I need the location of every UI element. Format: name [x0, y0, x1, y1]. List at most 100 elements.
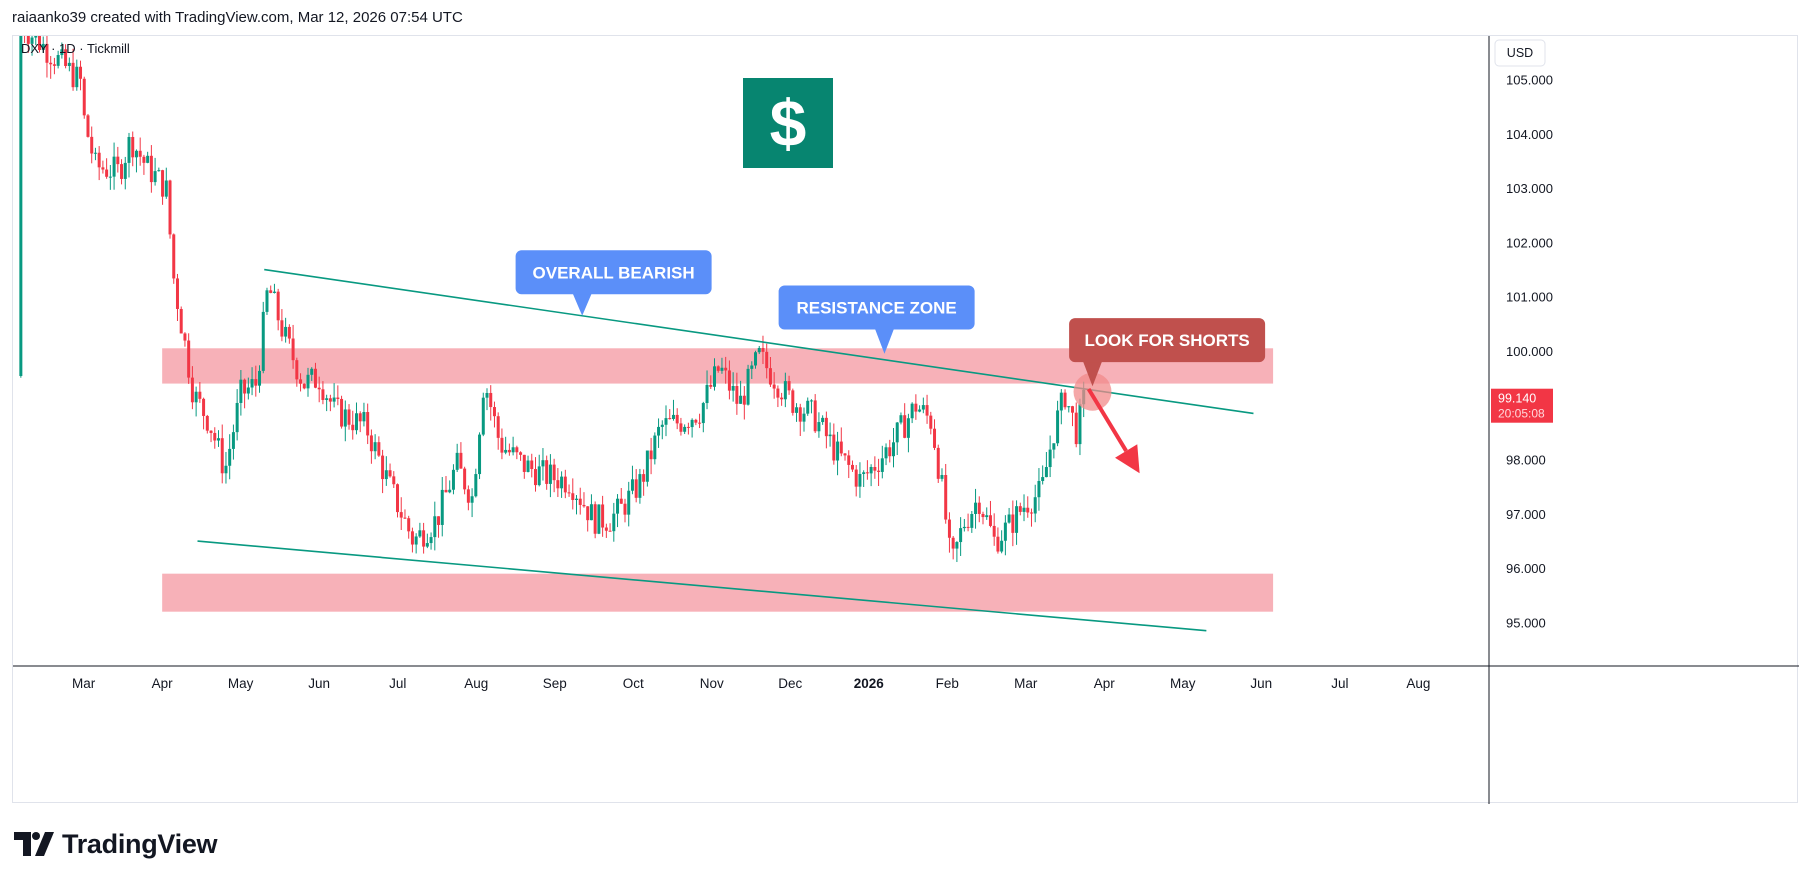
candle[interactable] — [988, 500, 992, 528]
candle[interactable] — [768, 357, 772, 387]
candle[interactable] — [179, 306, 183, 334]
candle[interactable] — [49, 56, 53, 79]
candle[interactable] — [1044, 452, 1048, 478]
candle[interactable] — [1011, 500, 1015, 547]
candle[interactable] — [37, 36, 41, 53]
candle[interactable] — [686, 422, 690, 435]
candle[interactable] — [798, 403, 802, 437]
candle[interactable] — [869, 464, 873, 487]
candle[interactable] — [507, 443, 511, 456]
candle[interactable] — [459, 442, 463, 469]
candle[interactable] — [724, 356, 728, 384]
candle[interactable] — [134, 149, 138, 173]
candle[interactable] — [377, 436, 381, 457]
candle[interactable] — [839, 427, 843, 457]
candle[interactable] — [101, 160, 105, 174]
candle[interactable] — [664, 405, 668, 437]
candle[interactable] — [891, 427, 895, 468]
candle[interactable] — [217, 430, 221, 447]
candle[interactable] — [824, 411, 828, 449]
tradingview-logo[interactable]: TradingView — [14, 829, 218, 859]
candle[interactable] — [645, 450, 649, 487]
candle[interactable] — [888, 439, 892, 463]
candle[interactable] — [884, 443, 888, 466]
candle[interactable] — [660, 420, 664, 440]
candle[interactable] — [142, 154, 146, 175]
candle[interactable] — [478, 432, 482, 480]
candle[interactable] — [642, 469, 646, 496]
candle[interactable] — [657, 418, 661, 448]
candle[interactable] — [735, 372, 739, 415]
candle[interactable] — [26, 36, 30, 53]
candle[interactable] — [60, 42, 64, 59]
candle[interactable] — [716, 365, 720, 373]
candle[interactable] — [638, 468, 642, 504]
candle[interactable] — [765, 343, 769, 379]
candle[interactable] — [608, 523, 612, 532]
candle[interactable] — [653, 432, 657, 465]
candle[interactable] — [1029, 508, 1033, 527]
candle[interactable] — [381, 449, 385, 494]
candle[interactable] — [578, 487, 582, 515]
candle[interactable] — [541, 448, 545, 481]
candle[interactable] — [511, 436, 515, 456]
candle[interactable] — [172, 233, 176, 284]
look-for-shorts-callout[interactable]: LOOK FOR SHORTS — [1069, 318, 1266, 387]
candle[interactable] — [336, 385, 340, 406]
candle[interactable] — [347, 404, 351, 430]
candle[interactable] — [690, 418, 694, 438]
candle[interactable] — [362, 402, 366, 427]
candle[interactable] — [418, 522, 422, 538]
candle[interactable] — [492, 401, 496, 428]
candle[interactable] — [220, 424, 224, 484]
candle[interactable] — [712, 358, 716, 391]
candle[interactable] — [291, 324, 295, 369]
candle[interactable] — [522, 454, 526, 479]
candle[interactable] — [630, 465, 634, 495]
candle[interactable] — [202, 397, 206, 430]
candle[interactable] — [1048, 435, 1052, 478]
candle[interactable] — [776, 385, 780, 408]
candle[interactable] — [295, 357, 299, 387]
candle[interactable] — [325, 394, 329, 412]
candle[interactable] — [403, 509, 407, 520]
candle[interactable] — [79, 60, 83, 91]
candle[interactable] — [787, 375, 791, 395]
candle[interactable] — [981, 511, 985, 525]
candle[interactable] — [231, 424, 235, 460]
candle[interactable] — [862, 470, 866, 488]
candle[interactable] — [739, 380, 743, 404]
candle[interactable] — [668, 409, 672, 420]
candle[interactable] — [261, 301, 265, 374]
candle[interactable] — [280, 309, 284, 342]
candle[interactable] — [519, 451, 523, 461]
candle[interactable] — [947, 512, 951, 553]
candle[interactable] — [959, 517, 963, 556]
lower-trendline[interactable] — [197, 540, 1207, 632]
candle[interactable] — [228, 434, 232, 480]
candle[interactable] — [56, 50, 60, 69]
candle[interactable] — [302, 383, 306, 390]
candle[interactable] — [340, 395, 344, 429]
candle[interactable] — [962, 518, 966, 532]
candle[interactable] — [250, 367, 254, 396]
candle[interactable] — [694, 418, 698, 426]
candle[interactable] — [537, 454, 541, 487]
candle[interactable] — [783, 372, 787, 408]
candle[interactable] — [974, 488, 978, 529]
candle[interactable] — [806, 397, 810, 416]
candle[interactable] — [351, 410, 355, 440]
candle[interactable] — [246, 377, 250, 400]
candle[interactable] — [254, 365, 258, 397]
candle[interactable] — [906, 413, 910, 453]
candle[interactable] — [1026, 496, 1030, 518]
candle[interactable] — [750, 361, 754, 379]
candle[interactable] — [985, 507, 989, 520]
candle[interactable] — [343, 400, 347, 442]
candle[interactable] — [593, 501, 597, 539]
candle[interactable] — [619, 487, 623, 504]
candle[interactable] — [209, 430, 213, 443]
candle[interactable] — [392, 471, 396, 488]
candle[interactable] — [597, 504, 601, 535]
candle[interactable] — [552, 458, 556, 493]
